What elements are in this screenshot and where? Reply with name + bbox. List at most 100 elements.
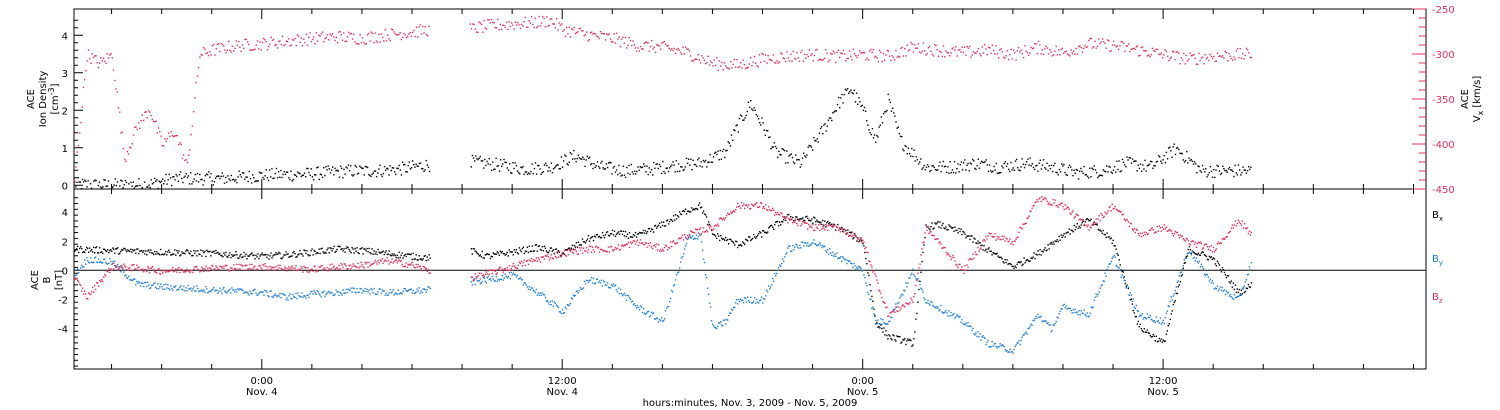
vx-point	[127, 153, 130, 155]
bz-point	[550, 254, 553, 256]
by-point	[174, 286, 176, 288]
vx-point	[534, 17, 537, 19]
ion-density-point	[601, 160, 603, 163]
bz-point	[418, 266, 420, 268]
by-point	[997, 346, 999, 348]
ion-density-point	[734, 129, 736, 132]
ion-density-point	[1000, 171, 1002, 174]
ion-density-point	[694, 163, 697, 166]
by-point	[1034, 318, 1036, 320]
by-point	[982, 335, 984, 337]
by-point	[691, 235, 694, 237]
bz-point	[476, 276, 478, 278]
vx-point	[576, 32, 578, 34]
by-point	[604, 284, 607, 286]
bx-point	[1164, 340, 1166, 342]
bz-point	[164, 270, 166, 272]
by-point	[148, 284, 150, 286]
ion-density-point	[99, 186, 102, 188]
ion-density-point	[768, 136, 770, 139]
bx-point	[669, 218, 672, 221]
ion-density-point	[738, 117, 741, 120]
ion-density-point	[503, 158, 505, 161]
ion-density-point	[1129, 157, 1132, 159]
ion-density-point	[1083, 165, 1085, 168]
bz-point	[398, 259, 400, 261]
vx-point	[226, 49, 229, 51]
bx-point	[1200, 252, 1203, 254]
bz-point	[370, 263, 372, 266]
bx-point	[1022, 263, 1024, 265]
bx-point	[1060, 234, 1062, 236]
by-point	[913, 273, 915, 276]
bx-point	[295, 256, 297, 258]
by-point	[590, 276, 593, 279]
bz-point	[111, 269, 113, 271]
by-point	[664, 310, 667, 312]
vx-point	[371, 32, 374, 35]
vx-point	[96, 62, 98, 64]
ion-density-point	[327, 165, 329, 167]
bx-point	[115, 248, 117, 250]
vx-point	[165, 140, 167, 143]
bz-point	[282, 269, 284, 271]
bx-point	[1090, 218, 1092, 220]
by-point	[198, 291, 200, 293]
ion-density-point	[860, 105, 862, 107]
vx-point	[172, 135, 175, 138]
by-point	[1021, 336, 1023, 338]
ion-density-point	[627, 172, 629, 175]
bx-point	[757, 234, 759, 237]
bz-point	[555, 257, 558, 259]
ion-density-point	[565, 155, 567, 157]
vx-point	[579, 27, 582, 30]
bx-point	[628, 232, 631, 234]
bx-point	[815, 221, 817, 223]
vx-point	[1156, 48, 1159, 51]
bz-point	[663, 246, 666, 249]
vx-point	[930, 50, 932, 53]
bx-point	[1032, 256, 1034, 258]
bz-point	[381, 258, 383, 260]
bx-point	[1226, 275, 1229, 277]
ion-density-point	[229, 179, 231, 182]
by-point	[1043, 320, 1045, 322]
by-point	[622, 293, 625, 296]
ion-density-point	[1092, 168, 1094, 171]
bz-point	[655, 243, 658, 245]
ion-density-point	[719, 149, 721, 152]
vx-point	[495, 27, 498, 29]
bz-point	[421, 269, 423, 272]
by-point	[969, 325, 971, 327]
bx-point	[565, 249, 568, 251]
bx-point	[382, 250, 384, 252]
by-point	[1030, 323, 1032, 325]
vx-point	[1213, 55, 1215, 58]
bx-point	[527, 251, 530, 254]
by-point	[428, 286, 430, 288]
by-point	[620, 292, 623, 295]
ion-density-point	[1147, 164, 1150, 166]
bx-point	[82, 251, 84, 254]
bx-point	[420, 258, 422, 260]
vx-point	[762, 53, 764, 56]
bx-point	[1101, 232, 1103, 234]
by-point	[886, 323, 888, 325]
bx-point	[863, 245, 865, 247]
by-point	[1129, 292, 1131, 294]
by-point	[937, 307, 939, 309]
ion-density-point	[1232, 170, 1234, 173]
ion-density-point	[842, 102, 844, 104]
bz-point	[199, 271, 201, 273]
by-point	[570, 297, 573, 299]
by-point	[1185, 257, 1187, 259]
ion-density-point	[524, 171, 527, 173]
vx-point	[678, 49, 680, 51]
bx-point	[130, 248, 132, 250]
ion-density-point	[886, 109, 888, 112]
by-point	[1142, 318, 1144, 320]
vx-point	[1024, 45, 1026, 47]
bx-point	[795, 216, 797, 218]
by-point	[187, 284, 189, 287]
bx-point	[842, 230, 844, 233]
